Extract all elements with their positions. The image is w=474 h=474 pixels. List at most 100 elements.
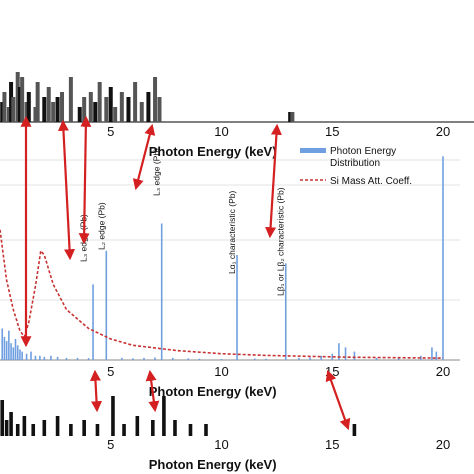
top-bar <box>35 82 40 122</box>
top-bar <box>113 107 118 122</box>
bottom-bar <box>352 424 357 436</box>
mid-bar <box>397 357 400 360</box>
legend-swatch-distribution <box>300 148 326 153</box>
top-bar <box>55 97 60 122</box>
top-bar <box>88 92 93 122</box>
top-bar <box>6 107 11 122</box>
top-bar <box>26 92 31 122</box>
top-bar <box>108 87 113 122</box>
bottom-tick-label: 10 <box>214 437 228 452</box>
top-bar <box>60 92 65 122</box>
top-tick-label: 5 <box>107 124 114 139</box>
bottom-bar <box>162 396 166 436</box>
top-bar <box>33 107 38 122</box>
mid-bar <box>76 357 79 360</box>
top-bar <box>139 102 144 122</box>
top-bar <box>146 92 151 122</box>
bottom-bar <box>82 420 86 436</box>
connector-arrow <box>78 115 92 245</box>
mid-bar <box>30 351 32 360</box>
mid-attenuation-line <box>0 229 444 359</box>
top-tick-label: 20 <box>436 124 450 139</box>
mid-bar <box>121 357 123 360</box>
top-bar <box>2 92 7 122</box>
top-bar <box>9 82 14 122</box>
top-bar <box>153 77 158 122</box>
mid-bar <box>5 341 8 360</box>
mid-bar <box>12 347 15 360</box>
mid-bar <box>160 223 163 360</box>
mid-bar <box>34 355 37 360</box>
mid-bar <box>420 355 422 360</box>
mid-bar <box>65 357 68 360</box>
mid-annotation: Lα₁ characteristic (Pb) <box>227 190 237 274</box>
mid-tick-label: 10 <box>214 364 228 379</box>
mid-bar <box>309 357 311 360</box>
mid-bar <box>43 356 46 360</box>
mid-bar <box>25 353 28 360</box>
connector-arrow <box>89 369 103 413</box>
top-tick-label: 10 <box>214 124 228 139</box>
bottom-bar <box>135 416 140 436</box>
bottom-bar <box>122 424 126 436</box>
bottom-tick-label: 15 <box>325 437 339 452</box>
mid-bar <box>3 336 6 360</box>
mid-bar <box>171 357 174 360</box>
mid-tick-label: 15 <box>325 364 339 379</box>
mid-bar <box>1 328 4 360</box>
bottom-bar <box>55 416 60 436</box>
mid-bar <box>16 345 19 360</box>
mid-axis-title: Photon Energy (keV) <box>149 384 277 399</box>
mid-tick-label: 5 <box>107 364 114 379</box>
mid-bar <box>375 357 378 360</box>
bottom-bar <box>15 424 20 436</box>
connector-arrow <box>265 123 282 239</box>
mid-bar <box>353 351 356 360</box>
connector-arrow <box>132 123 156 191</box>
mid-annotation: L₂ edge (Pb) <box>96 202 106 250</box>
mid-bar <box>298 357 300 360</box>
top-bar <box>0 102 5 122</box>
legend-label-attenuation: Si Mass Att. Coeff. <box>330 176 412 187</box>
mid-bar <box>10 343 12 360</box>
bottom-bar <box>31 424 36 436</box>
bottom-bar <box>0 400 5 436</box>
mid-bar <box>431 347 433 360</box>
mid-bar <box>442 156 444 360</box>
bottom-bar <box>42 420 47 436</box>
top-bar <box>290 112 295 122</box>
top-bar <box>119 92 124 122</box>
mid-annotation: Lβ₁ or Lβ₂ characteristic (Pb) <box>276 187 286 296</box>
mid-bar <box>21 351 23 360</box>
top-bar <box>42 97 47 122</box>
top-axis-title: Photon Energy (keV) <box>149 144 277 159</box>
connector-arrow <box>325 369 351 431</box>
mid-bar <box>284 263 287 360</box>
bottom-bar <box>111 396 115 436</box>
top-bar <box>157 97 162 122</box>
top-bar <box>51 102 56 122</box>
top-bar <box>68 77 73 122</box>
bottom-axis-title: Photon Energy (keV) <box>149 457 277 472</box>
bottom-bar <box>204 424 208 436</box>
bottom-bar <box>151 420 155 436</box>
mid-bar <box>87 358 90 360</box>
mid-bar <box>187 358 190 360</box>
bottom-bar <box>188 424 193 436</box>
top-bar <box>126 97 131 122</box>
mid-bar <box>143 357 145 360</box>
mid-bar <box>56 356 59 360</box>
mid-bar <box>92 284 94 360</box>
top-bar <box>15 72 20 122</box>
bottom-bar <box>22 416 27 436</box>
connector-arrow <box>145 369 160 413</box>
top-bar <box>104 97 109 122</box>
bottom-bar <box>9 412 13 436</box>
mid-bar <box>236 255 238 360</box>
bottom-bar <box>173 420 177 436</box>
top-bar <box>133 82 138 122</box>
mid-bar <box>338 343 340 360</box>
top-bar <box>77 107 82 122</box>
bottom-bar <box>4 420 9 436</box>
